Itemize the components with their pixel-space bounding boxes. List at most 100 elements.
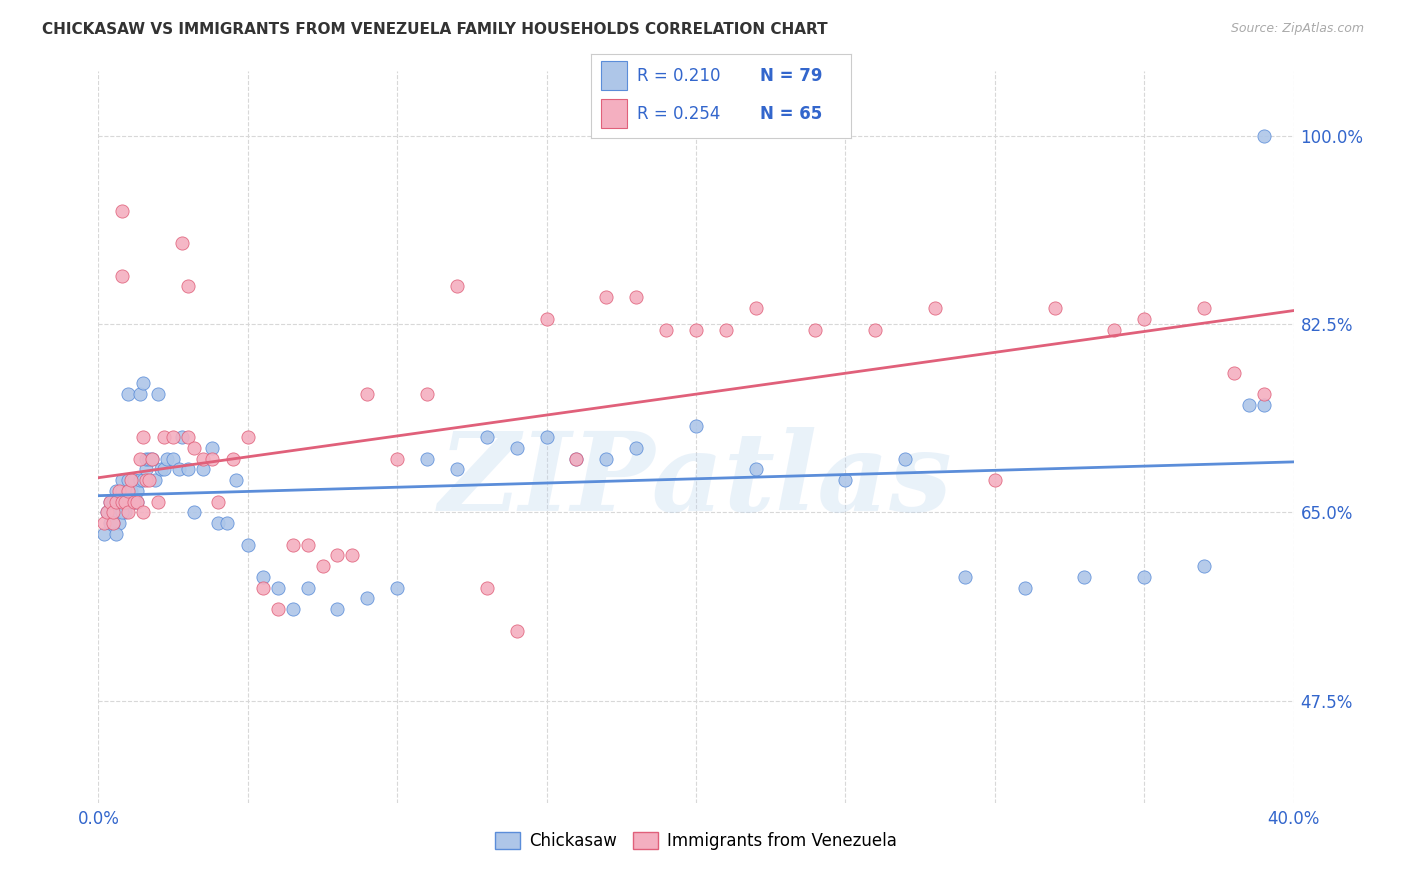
Point (98, 516, 122, 530)
Point (385, 581, 409, 595)
Point (141, 451, 163, 466)
Point (183, 505, 205, 519)
Point (105, 494, 128, 508)
Point (148, 494, 170, 508)
Point (745, 301, 768, 315)
Text: Source: ZipAtlas.com: Source: ZipAtlas.com (1230, 22, 1364, 36)
Point (111, 483, 134, 498)
Point (156, 451, 179, 466)
Point (297, 538, 319, 552)
Point (138, 473, 160, 487)
Point (1133, 570, 1156, 584)
Point (745, 462, 768, 476)
Point (138, 451, 160, 466)
Point (148, 387, 170, 401)
Point (103, 516, 125, 530)
Point (114, 505, 136, 519)
Point (135, 462, 157, 476)
Point (475, 430, 498, 444)
Point (135, 451, 157, 466)
Point (565, 451, 588, 466)
Point (536, 430, 558, 444)
Text: N = 79: N = 79 (759, 67, 823, 85)
Point (98, 494, 122, 508)
Point (124, 494, 146, 508)
Point (342, 549, 364, 563)
Point (416, 387, 439, 401)
Point (183, 441, 205, 455)
Point (129, 473, 152, 487)
Point (162, 430, 184, 444)
Point (595, 290, 617, 304)
Point (446, 279, 468, 293)
Point (281, 538, 304, 552)
Point (132, 505, 155, 519)
Point (385, 451, 409, 466)
Point (834, 473, 856, 487)
Point (924, 301, 946, 315)
Point (356, 387, 378, 401)
Point (143, 473, 166, 487)
Point (1223, 366, 1246, 380)
Point (111, 473, 134, 487)
Point (105, 483, 128, 498)
Point (114, 494, 136, 508)
Point (191, 451, 214, 466)
Point (93, 527, 115, 541)
Point (626, 290, 648, 304)
Point (103, 516, 125, 530)
Point (117, 483, 139, 498)
Point (153, 462, 176, 476)
Point (105, 527, 128, 541)
Text: N = 65: N = 65 (759, 104, 823, 123)
Text: ZIPatlas: ZIPatlas (439, 427, 953, 534)
Point (103, 505, 125, 519)
Point (1192, 559, 1215, 574)
Point (1043, 301, 1066, 315)
Point (172, 430, 194, 444)
Point (225, 473, 247, 487)
Point (114, 494, 136, 508)
Point (127, 494, 149, 508)
Point (120, 483, 142, 498)
Point (267, 581, 290, 595)
Point (595, 451, 617, 466)
Point (162, 451, 184, 466)
Point (93, 516, 115, 530)
Point (124, 494, 146, 508)
Point (108, 494, 131, 508)
Point (236, 538, 259, 552)
Point (177, 462, 200, 476)
Point (201, 441, 224, 455)
Point (117, 505, 139, 519)
Point (172, 236, 194, 251)
Point (127, 494, 149, 508)
Point (111, 505, 134, 519)
Point (103, 494, 125, 508)
Point (135, 473, 157, 487)
Point (222, 451, 245, 466)
Point (626, 441, 648, 455)
Bar (600, 99, 627, 128)
Point (685, 419, 707, 434)
Point (475, 581, 498, 595)
Point (894, 451, 917, 466)
Point (132, 376, 155, 391)
Point (129, 451, 152, 466)
Point (124, 473, 146, 487)
Point (326, 602, 349, 616)
Point (191, 462, 214, 476)
Point (177, 279, 200, 293)
Point (506, 441, 529, 455)
Point (98, 494, 122, 508)
Point (117, 473, 139, 487)
Point (117, 387, 139, 401)
Point (1104, 322, 1126, 336)
Point (1253, 398, 1275, 412)
Point (201, 451, 224, 466)
Text: R = 0.254: R = 0.254 (637, 104, 721, 123)
Point (281, 602, 304, 616)
Point (153, 430, 176, 444)
Point (108, 516, 131, 530)
Point (141, 451, 163, 466)
